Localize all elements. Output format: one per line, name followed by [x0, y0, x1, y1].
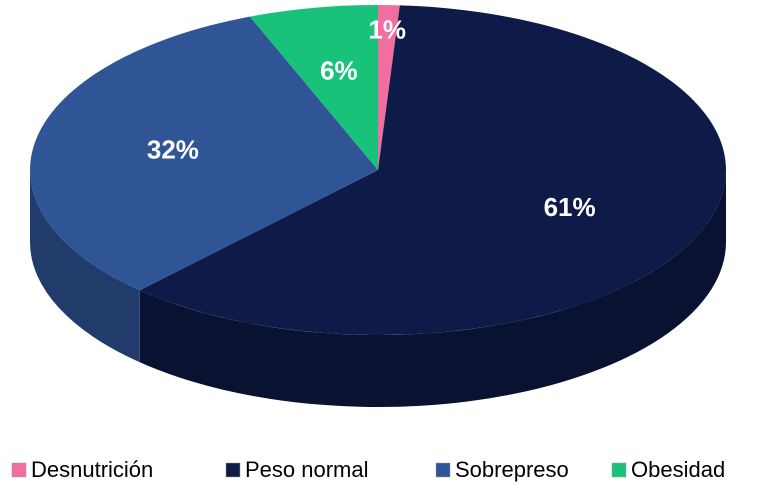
data-label: 61% — [544, 192, 596, 222]
slice — [29, 16, 379, 291]
data-label: 32% — [147, 134, 199, 164]
slice-side — [30, 170, 140, 363]
legend-label: Obesidad — [631, 457, 725, 482]
legend-swatch — [11, 462, 27, 478]
legend-swatch — [435, 462, 451, 478]
slice — [378, 5, 400, 170]
slice-side — [139, 170, 727, 407]
legend-label: Desnutrición — [31, 457, 153, 482]
legend-label: Sobrepreso — [455, 457, 569, 482]
legend-swatch — [611, 462, 627, 478]
legend-swatch — [225, 462, 241, 478]
data-label: 6% — [320, 56, 358, 86]
slice — [249, 5, 378, 170]
slice — [139, 5, 726, 335]
legend-label: Peso normal — [245, 457, 369, 482]
data-label: 1% — [368, 14, 406, 44]
